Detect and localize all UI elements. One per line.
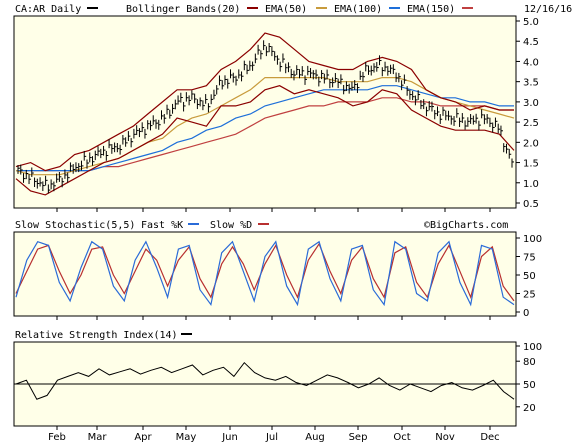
symbol-label: CA:AR Daily (15, 4, 81, 15)
price-tick-label: 1.5 (523, 159, 539, 170)
price-tick-label: 2.5 (523, 118, 539, 129)
stoch-slow-label: Slow %D (210, 220, 252, 231)
month-label: Feb (48, 432, 66, 443)
price-tick-label: 2.0 (523, 138, 539, 149)
stoch-tick-label: 0 (523, 308, 529, 319)
month-label: Jul (265, 432, 278, 443)
fast-k-line (15, 240, 515, 307)
stoch-tick-label: 25 (523, 290, 536, 301)
month-label: Sep (349, 432, 368, 443)
month-label: Oct (393, 432, 410, 443)
stoch-fast-label: Fast %K (141, 220, 183, 231)
watermark: ©BigCharts.com (424, 220, 508, 231)
price-tick-label: 4.0 (523, 57, 539, 68)
bollinger-lower-line (15, 85, 515, 196)
rsi-tick-label: 100 (523, 342, 542, 353)
rsi-tick-label: 50 (523, 380, 536, 391)
month-label: Mar (88, 432, 108, 443)
date-label: 12/16/16 (524, 4, 572, 15)
stochastic-panel (13, 231, 517, 317)
price-tick-label: 3.5 (523, 78, 539, 89)
price-tick-label: 4.5 (523, 37, 539, 48)
price-tick-label: 5.0 (523, 17, 539, 28)
rsi-title: Relative Strength Index(14) (15, 330, 178, 341)
rsi-line (15, 361, 515, 400)
ema50-label: EMA(50) (265, 4, 307, 15)
chart-marks: 5.0 4.5 4.0 3.5 3.0 2.5 2.0 1.5 1.0 0.5 Feb Mar Apr M… (14, 17, 542, 443)
ema100-label: EMA(100) (334, 4, 382, 15)
ema100-line (16, 85, 514, 172)
stoch-tick-label: 75 (523, 253, 536, 264)
price-tick-label: 3.0 (523, 98, 539, 109)
stoch-title: Slow Stochastic(5,5) (15, 220, 135, 231)
price-tick-label: 1.0 (523, 179, 539, 190)
stoch-tick-label: 50 (523, 271, 536, 282)
bollinger-upper-line (15, 32, 514, 172)
stoch-tick-label: 100 (523, 234, 542, 245)
month-label: Nov (435, 432, 455, 443)
month-label: Aug (305, 432, 325, 443)
ema150-label: EMA(150) (407, 4, 455, 15)
bollinger-label: Bollinger Bands(20) (126, 4, 240, 15)
price-tick-label: 0.5 (523, 199, 539, 210)
price-panel (13, 15, 517, 209)
month-label: Apr (134, 432, 152, 443)
month-label: Jun (221, 432, 238, 443)
month-label: May (176, 432, 197, 443)
month-label: Dec (480, 432, 499, 443)
rsi-tick-label: 20 (523, 403, 536, 414)
rsi-tick-label: 80 (523, 357, 536, 368)
